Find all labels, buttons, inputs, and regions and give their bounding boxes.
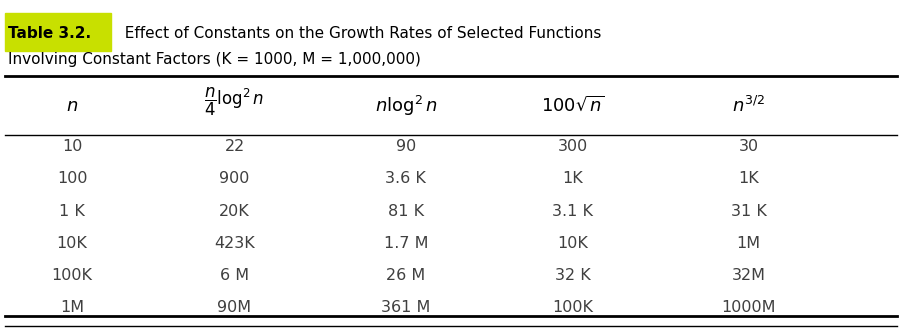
Text: 30: 30 xyxy=(739,139,759,154)
Text: 100: 100 xyxy=(57,172,87,186)
Text: 1.7 M: 1.7 M xyxy=(383,236,428,251)
Text: Table 3.2.: Table 3.2. xyxy=(8,25,91,41)
Text: 20K: 20K xyxy=(219,204,250,219)
Text: 1 K: 1 K xyxy=(60,204,85,219)
Text: 1K: 1K xyxy=(738,172,759,186)
Text: 1M: 1M xyxy=(737,236,760,251)
Text: $n^{3/2}$: $n^{3/2}$ xyxy=(732,96,765,115)
Text: 6 M: 6 M xyxy=(220,268,249,283)
Text: $\dfrac{n}{4}\log^2 n$: $\dfrac{n}{4}\log^2 n$ xyxy=(205,86,264,118)
Text: 10K: 10K xyxy=(557,236,588,251)
Text: $100\sqrt{n}$: $100\sqrt{n}$ xyxy=(541,96,604,115)
Text: 22: 22 xyxy=(225,139,244,154)
Text: Effect of Constants on the Growth Rates of Selected Functions: Effect of Constants on the Growth Rates … xyxy=(115,25,602,41)
Text: 423K: 423K xyxy=(214,236,255,251)
Text: Involving Constant Factors (K = 1000, M = 1,000,000): Involving Constant Factors (K = 1000, M … xyxy=(8,52,421,67)
Text: 3.6 K: 3.6 K xyxy=(385,172,427,186)
Text: 90: 90 xyxy=(396,139,416,154)
Text: 1M: 1M xyxy=(60,300,84,315)
Text: 31 K: 31 K xyxy=(731,204,767,219)
Text: $n\log^2 n$: $n\log^2 n$ xyxy=(374,93,437,118)
Text: 100K: 100K xyxy=(552,300,594,315)
Text: 900: 900 xyxy=(219,172,250,186)
Text: 90M: 90M xyxy=(217,300,252,315)
Text: 32M: 32M xyxy=(732,268,766,283)
Text: $n$: $n$ xyxy=(66,97,78,115)
Text: 1000M: 1000M xyxy=(722,300,776,315)
Text: 10K: 10K xyxy=(57,236,87,251)
Text: 26 M: 26 M xyxy=(386,268,426,283)
FancyBboxPatch shape xyxy=(5,13,111,51)
Text: 3.1 K: 3.1 K xyxy=(552,204,594,219)
Text: 300: 300 xyxy=(557,139,588,154)
Text: 10: 10 xyxy=(62,139,82,154)
Text: 32 K: 32 K xyxy=(555,268,591,283)
Text: 81 K: 81 K xyxy=(388,204,424,219)
Text: 100K: 100K xyxy=(51,268,93,283)
Text: 1K: 1K xyxy=(562,172,584,186)
Text: 361 M: 361 M xyxy=(382,300,430,315)
